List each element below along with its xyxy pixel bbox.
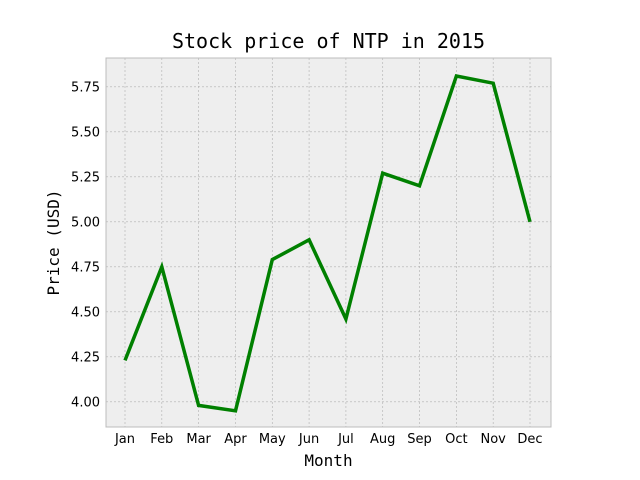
y-tick-label: 4.00	[71, 395, 100, 410]
plot-frame	[105, 57, 552, 428]
y-tick-label: 5.00	[71, 215, 100, 230]
grid-lines	[106, 58, 551, 427]
y-axis-ticks: 4.00 4.25 4.50 4.75 5.00 5.25 5.50 5.75	[71, 80, 100, 410]
x-tick-label: Dec	[517, 432, 542, 447]
y-tick-label: 5.50	[71, 125, 100, 140]
x-tick-label: Apr	[224, 432, 247, 447]
y-tick-label: 4.75	[71, 260, 100, 275]
x-axis-label: Month	[304, 451, 352, 470]
x-tick-label: Sep	[407, 432, 432, 447]
x-tick-label: Jun	[298, 432, 319, 447]
x-tick-label: Jul	[337, 432, 354, 447]
x-axis-ticks: Jan Feb Mar Apr May Jun Jul Aug Sep Oct Nov Dec	[114, 432, 543, 447]
y-axis-label: Price (USD)	[44, 190, 63, 296]
x-tick-label: Mar	[186, 432, 211, 447]
y-tick-label: 5.25	[71, 170, 100, 185]
x-tick-label: Jan	[114, 432, 135, 447]
x-tick-label: Aug	[370, 432, 395, 447]
x-tick-label: Nov	[480, 432, 506, 447]
y-tick-label: 4.50	[71, 305, 100, 320]
y-tick-label: 4.25	[71, 350, 100, 365]
y-tick-label: 5.75	[71, 80, 100, 95]
plot-area	[106, 58, 551, 427]
chart-title: Stock price of NTP in 2015	[172, 29, 485, 53]
x-tick-label: Oct	[445, 432, 467, 447]
x-tick-label: Feb	[150, 432, 173, 447]
series-line	[123, 73, 532, 413]
x-tick-label: May	[259, 432, 286, 447]
